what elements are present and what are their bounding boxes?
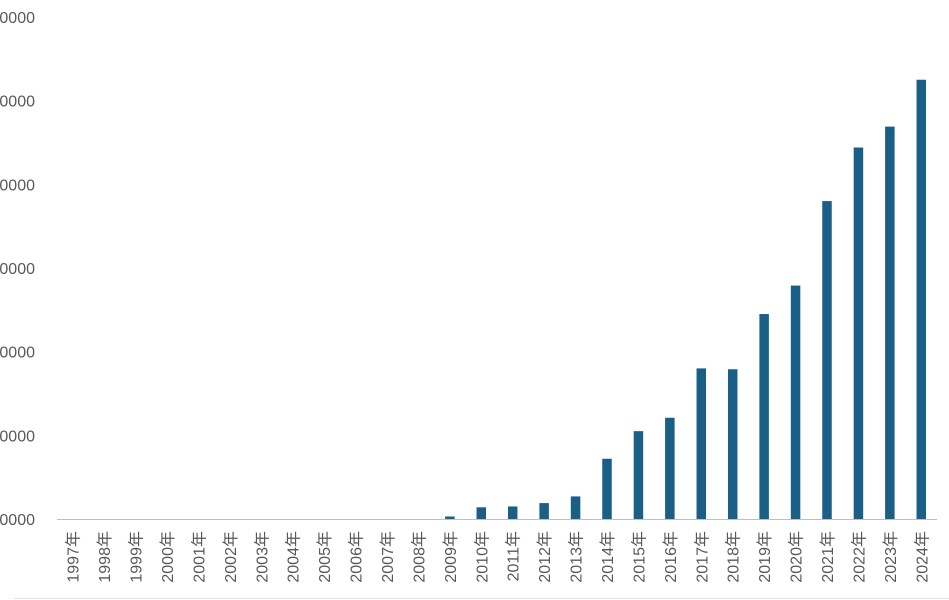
bar xyxy=(570,496,581,519)
x-tick-label: 2012年 xyxy=(536,531,554,583)
bar xyxy=(916,79,927,519)
x-tick-label: 2019年 xyxy=(756,531,774,583)
bar xyxy=(602,458,612,519)
bar xyxy=(790,285,801,519)
x-tick-label: 2016年 xyxy=(662,531,680,583)
x-tick-label: 2004年 xyxy=(285,531,303,583)
x-tick-label: 2007年 xyxy=(379,531,397,583)
x-tick-label: 2014年 xyxy=(599,531,617,583)
x-tick-label: 2011年 xyxy=(505,531,523,581)
x-tick-label: 2024年 xyxy=(913,531,931,583)
x-axis-ticks: 1997年 1998年 1999年 2000年 2001年 2002年 2003年 2004年… xyxy=(65,531,932,583)
x-tick-label: 2009年 xyxy=(442,531,460,583)
x-tick-label: 2020年 xyxy=(788,531,806,583)
bar xyxy=(822,201,832,519)
x-tick-label: 2015年 xyxy=(630,531,648,583)
y-tick-label: 0000 xyxy=(0,428,35,445)
y-tick-label: 0000 xyxy=(0,177,35,194)
x-tick-label: 1997年 xyxy=(65,531,83,583)
y-tick-label: 0000 xyxy=(0,345,35,362)
bar xyxy=(759,314,769,519)
x-tick-label: 2005年 xyxy=(316,531,334,583)
bar xyxy=(633,431,644,519)
x-tick-label: 2017年 xyxy=(693,531,711,583)
y-tick-label: 0000 xyxy=(0,10,35,27)
x-tick-label: 2022年 xyxy=(850,531,868,583)
y-tick-label: 0000 xyxy=(0,512,35,529)
y-tick-label: 0000 xyxy=(0,94,35,111)
bar xyxy=(885,126,895,519)
x-tick-label: 2002年 xyxy=(222,531,240,583)
x-tick-label: 2000年 xyxy=(159,531,177,583)
bar-series xyxy=(445,79,927,519)
x-tick-label: 2013年 xyxy=(568,531,586,583)
bar xyxy=(727,369,738,519)
x-tick-label: 2008年 xyxy=(410,531,428,583)
y-axis-ticks: 0000 0000 0000 0000 0000 0000 0000 xyxy=(0,10,35,529)
x-tick-label: 2003年 xyxy=(253,531,271,583)
bar xyxy=(665,417,675,519)
y-tick-label: 0000 xyxy=(0,261,35,278)
bar xyxy=(476,507,487,519)
x-tick-label: 2021年 xyxy=(819,531,837,583)
x-tick-label: 2023年 xyxy=(882,531,900,583)
x-tick-label: 2018年 xyxy=(725,531,743,583)
x-tick-label: 2006年 xyxy=(348,531,366,583)
bar xyxy=(853,147,864,519)
x-tick-label: 1998年 xyxy=(96,531,114,583)
x-tick-label: 2001年 xyxy=(190,531,208,583)
x-tick-label: 1999年 xyxy=(128,531,146,583)
bar xyxy=(507,506,518,519)
bar xyxy=(539,503,549,519)
bar xyxy=(696,368,707,519)
x-tick-label: 2010年 xyxy=(473,531,491,583)
bar xyxy=(445,516,455,519)
